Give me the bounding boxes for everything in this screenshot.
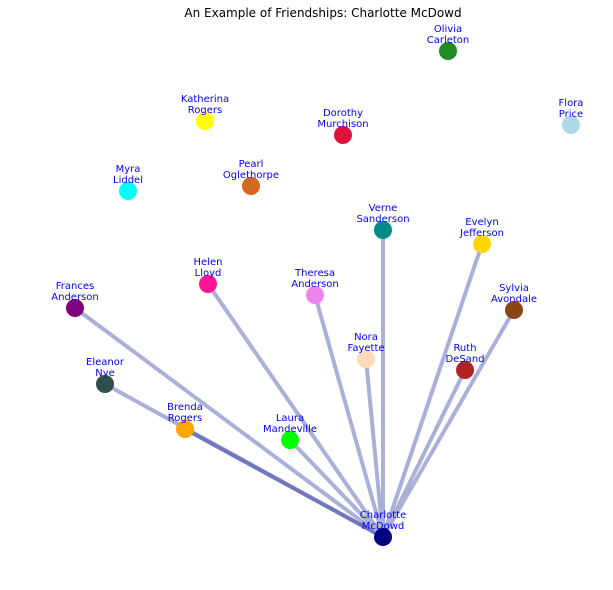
node-marker-flora <box>562 116 580 134</box>
node-label-theresa: Anderson <box>291 279 338 290</box>
node-label-katherina: Rogers <box>188 105 222 116</box>
node-label-helen: Lloyd <box>195 268 222 279</box>
node-label-theresa: Theresa <box>294 268 335 279</box>
node-label-frances: Anderson <box>51 292 98 303</box>
node-marker-myra <box>119 182 137 200</box>
node-label-helen: Helen <box>194 257 223 268</box>
node-label-pearl: Pearl <box>239 159 264 170</box>
node-label-olivia: Carleton <box>427 35 470 46</box>
diagram-title: An Example of Friendships: Charlotte McD… <box>184 6 461 20</box>
node-label-evelyn: Jefferson <box>459 228 504 239</box>
node-marker-theresa <box>306 286 324 304</box>
node-marker-dorothy <box>334 126 352 144</box>
node-marker-laura <box>281 431 299 449</box>
node-label-evelyn: Evelyn <box>465 217 498 228</box>
node-label-brenda: Rogers <box>168 413 202 424</box>
node-marker-pearl <box>242 177 260 195</box>
node-label-verne: Sanderson <box>356 214 409 225</box>
edge-charlotte-laura <box>288 438 385 539</box>
node-label-ruth: Ruth <box>453 343 476 354</box>
node-label-ruth: DeSand <box>445 354 484 365</box>
edge-charlotte-brenda <box>183 427 385 539</box>
node-label-frances: Frances <box>56 281 94 292</box>
edge-charlotte-ruth <box>381 368 467 539</box>
edge-charlotte-frances <box>73 306 385 539</box>
node-label-eleanor: Nye <box>95 368 115 379</box>
node-marker-sylvia <box>505 301 523 319</box>
node-marker-brenda <box>176 420 194 438</box>
node-label-verne: Verne <box>369 203 398 214</box>
node-marker-charlotte <box>374 528 392 546</box>
edge-charlotte-sylvia <box>381 308 516 539</box>
edge-charlotte-helen <box>206 282 385 539</box>
node-label-charlotte: McDowd <box>362 521 404 532</box>
node-marker-olivia <box>439 42 457 60</box>
node-label-dorothy: Murchison <box>317 119 368 130</box>
node-label-sylvia: Sylvia <box>499 283 529 294</box>
node-label-eleanor: Eleanor <box>86 357 125 368</box>
node-marker-eleanor <box>96 375 114 393</box>
node-label-charlotte: Charlotte <box>360 510 406 521</box>
node-label-flora: Price <box>559 109 583 120</box>
edges <box>73 228 516 539</box>
node-label-myra: Liddel <box>113 175 143 186</box>
node-marker-helen <box>199 275 217 293</box>
node-marker-nora <box>357 350 375 368</box>
node-label-flora: Flora <box>559 98 584 109</box>
node-marker-verne <box>374 221 392 239</box>
node-label-nora: Fayette <box>347 343 384 354</box>
node-marker-frances <box>66 299 84 317</box>
node-label-olivia: Olivia <box>434 24 462 35</box>
node-label-myra: Myra <box>116 164 141 175</box>
node-marker-katherina <box>196 112 214 130</box>
node-label-nora: Nora <box>354 332 378 343</box>
node-label-dorothy: Dorothy <box>323 108 363 119</box>
node-marker-ruth <box>456 361 474 379</box>
edge-charlotte-nora <box>364 357 385 539</box>
edge-charlotte-theresa <box>313 293 385 539</box>
node-label-laura: Mandeville <box>263 424 317 435</box>
node-label-pearl: Oglethorpe <box>223 170 279 181</box>
edge-charlotte-evelyn <box>381 242 484 539</box>
node-label-brenda: Brenda <box>167 402 203 413</box>
node-label-laura: Laura <box>276 413 304 424</box>
node-label-katherina: Katherina <box>181 94 229 105</box>
node-label-sylvia: Avondale <box>491 294 537 305</box>
node-marker-evelyn <box>473 235 491 253</box>
